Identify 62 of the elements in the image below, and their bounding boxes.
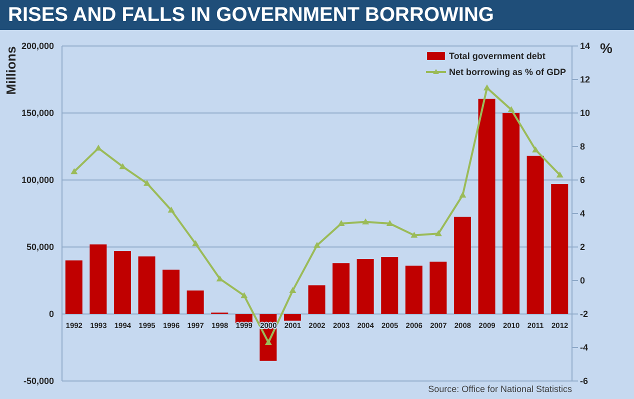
bar — [551, 184, 568, 314]
bar — [186, 290, 204, 314]
point — [556, 171, 564, 178]
y2-tick-label: 12 — [580, 74, 590, 85]
point — [70, 168, 78, 174]
y-tick-label: 50,000 — [26, 242, 54, 252]
bar — [381, 257, 398, 314]
point — [459, 192, 466, 198]
bar — [65, 260, 82, 314]
point — [508, 106, 515, 112]
y-tick-label: -50,000 — [23, 376, 54, 386]
point — [119, 163, 126, 170]
y-tick-label: 0 — [48, 309, 54, 320]
y2-axis-title: % — [600, 40, 612, 56]
y2-tick-label: 6 — [580, 175, 586, 186]
point — [94, 144, 102, 151]
bar — [114, 251, 131, 314]
y2-tick-label: 0 — [580, 276, 586, 286]
bar — [526, 156, 544, 314]
point — [532, 146, 540, 152]
point — [484, 84, 490, 90]
y2-tick-label: -6 — [580, 376, 588, 386]
bar — [90, 244, 107, 314]
y-tick-label: 150,000 — [21, 108, 54, 118]
point — [314, 242, 320, 248]
point — [264, 338, 272, 345]
point — [386, 220, 394, 226]
point — [338, 220, 345, 226]
point — [192, 240, 200, 246]
y2-tick-label: 10 — [580, 108, 590, 118]
bar — [284, 314, 301, 321]
bar — [308, 285, 326, 314]
y2-tick-label: -2 — [580, 309, 588, 320]
bar — [356, 259, 374, 314]
bar — [430, 262, 447, 314]
bar — [138, 256, 156, 314]
y2-tick-label: 8 — [580, 142, 586, 152]
bar — [478, 98, 496, 314]
y-tick-label: 100,000 — [21, 175, 54, 186]
point — [144, 180, 150, 186]
chart-title: RISES AND FALLS IN GOVERNMENT BORROWING — [0, 0, 634, 30]
point — [410, 232, 418, 238]
point — [362, 218, 370, 224]
bar — [502, 113, 520, 314]
point — [240, 292, 248, 298]
point — [168, 206, 175, 213]
point — [216, 275, 224, 282]
y2-tick-label: 2 — [580, 242, 586, 252]
bar — [332, 263, 350, 314]
bar — [162, 270, 180, 314]
bar — [405, 266, 422, 314]
legend-label: Total government debt — [448, 51, 546, 61]
point — [289, 287, 296, 294]
source-note: Source: Office for National Statistics — [428, 384, 572, 394]
bar — [454, 216, 471, 314]
y2-tick-label: 14 — [580, 41, 590, 52]
y2-tick-label: 4 — [580, 208, 586, 219]
y-tick-label: 200,000 — [21, 41, 54, 52]
y-axis-title: Millions — [4, 46, 19, 94]
point — [434, 230, 442, 236]
y2-tick-label: -4 — [580, 342, 588, 353]
legend-label: Net borrowing as % of GDP — [448, 67, 566, 77]
